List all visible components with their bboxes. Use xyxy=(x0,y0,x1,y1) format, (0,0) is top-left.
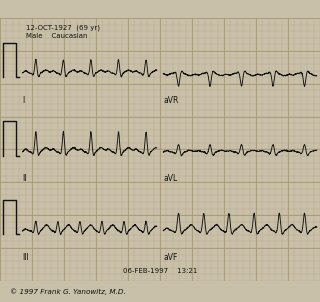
Text: aVF: aVF xyxy=(163,253,178,262)
Text: © 1997 Frank G. Yanowitz, M.D.: © 1997 Frank G. Yanowitz, M.D. xyxy=(10,288,125,295)
Text: 12-OCT-1927  (69 yr): 12-OCT-1927 (69 yr) xyxy=(26,25,100,31)
Text: aVL: aVL xyxy=(163,175,178,183)
Text: aVR: aVR xyxy=(163,96,179,104)
Text: I: I xyxy=(22,96,25,104)
Text: II: II xyxy=(22,175,27,183)
Text: 06-FEB-1997    13:21: 06-FEB-1997 13:21 xyxy=(123,268,197,274)
Text: Male    Caucasian: Male Caucasian xyxy=(26,33,87,39)
Text: III: III xyxy=(22,253,29,262)
